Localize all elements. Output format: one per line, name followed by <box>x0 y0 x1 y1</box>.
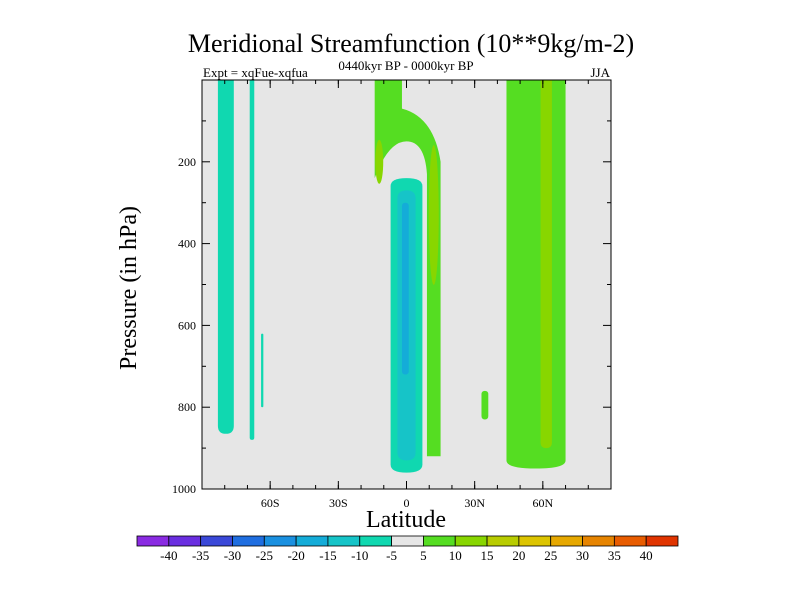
chart-title: Meridional Streamfunction (10**9kg/m-2) <box>188 29 634 58</box>
colorbar-swatch <box>454 535 488 547</box>
colorbar-swatch <box>582 535 615 547</box>
x-tick-label: 30N <box>464 496 485 510</box>
colorbar-swatch <box>550 535 583 547</box>
y-tick-label: 600 <box>178 318 196 332</box>
colorbar-label: -10 <box>351 548 368 563</box>
colorbar-swatch <box>136 535 170 547</box>
colorbar-label: -20 <box>287 548 304 563</box>
colorbar-label: -40 <box>160 548 177 563</box>
y-axis-label: Pressure (in hPa) <box>116 206 142 370</box>
region-sh-65s-strip <box>249 80 255 440</box>
colorbar-label: 40 <box>640 548 653 563</box>
colorbar-label: 20 <box>512 548 525 563</box>
colorbar-swatch <box>263 535 297 547</box>
y-axis: 200 400 600 800 1000 <box>172 120 611 496</box>
y-tick-label: 400 <box>178 237 196 251</box>
x-tick-label: 60S <box>261 496 280 510</box>
region-equatorial-cell-core <box>401 202 409 375</box>
colorbar-swatch <box>391 535 424 547</box>
region-hadley-arch-inner <box>375 139 439 285</box>
colorbar-label: 35 <box>608 548 621 563</box>
colorbar-label: 15 <box>481 548 494 563</box>
colorbar-label: -35 <box>192 548 209 563</box>
colorbar-swatch <box>327 535 361 547</box>
y-tick-label: 800 <box>178 400 196 414</box>
colorbar-label: -25 <box>256 548 273 563</box>
x-axis-label: Latitude <box>366 507 446 533</box>
y-tick-label: 200 <box>178 155 196 169</box>
colorbar-swatch <box>200 535 233 547</box>
colorbar-swatch <box>232 535 265 547</box>
region-sh-60s-sliver <box>261 333 264 408</box>
subtitle-center: 0440kyr BP - 0000kyr BP <box>338 58 473 73</box>
x-axis: 60S 30S 0 30N 60N <box>201 80 612 510</box>
colorbar-label: 30 <box>576 548 589 563</box>
region-sh-polar-band <box>217 80 234 434</box>
colorbar-label: -5 <box>386 548 397 563</box>
colorbar-swatch <box>613 535 647 547</box>
region-isolated-35n <box>481 390 489 420</box>
region-hadley-arch <box>374 80 441 457</box>
colorbar-label: 10 <box>449 548 462 563</box>
colorbar-swatch <box>168 535 202 547</box>
plot-area <box>201 79 612 490</box>
colorbar-label: 5 <box>420 548 427 563</box>
colorbar-swatch <box>518 535 552 547</box>
region-nh-inner-band <box>540 80 552 449</box>
colorbar-label: -15 <box>319 548 336 563</box>
colorbar-swatch <box>295 535 329 547</box>
region-nh-main-band <box>506 80 566 469</box>
colorbar: -40 -35 -30 -25 -20 -15 -10 -5 5 10 15 20 25 30 35 40 <box>136 535 679 563</box>
colorbar-label: 25 <box>544 548 557 563</box>
colorbar-swatch <box>645 535 679 547</box>
colorbar-label: -30 <box>224 548 241 563</box>
contour-regions <box>217 80 566 473</box>
subtitle-right: JJA <box>590 65 610 80</box>
subtitle-left: Expt = xqFue-xqfua <box>203 65 308 80</box>
colorbar-swatch <box>486 535 520 547</box>
x-tick-label: 60N <box>532 496 553 510</box>
x-tick-label: 0 <box>404 496 410 510</box>
x-tick-label: 30S <box>329 496 348 510</box>
colorbar-swatch <box>359 535 392 547</box>
colorbar-swatch <box>423 535 456 547</box>
y-tick-label: 1000 <box>172 482 196 496</box>
